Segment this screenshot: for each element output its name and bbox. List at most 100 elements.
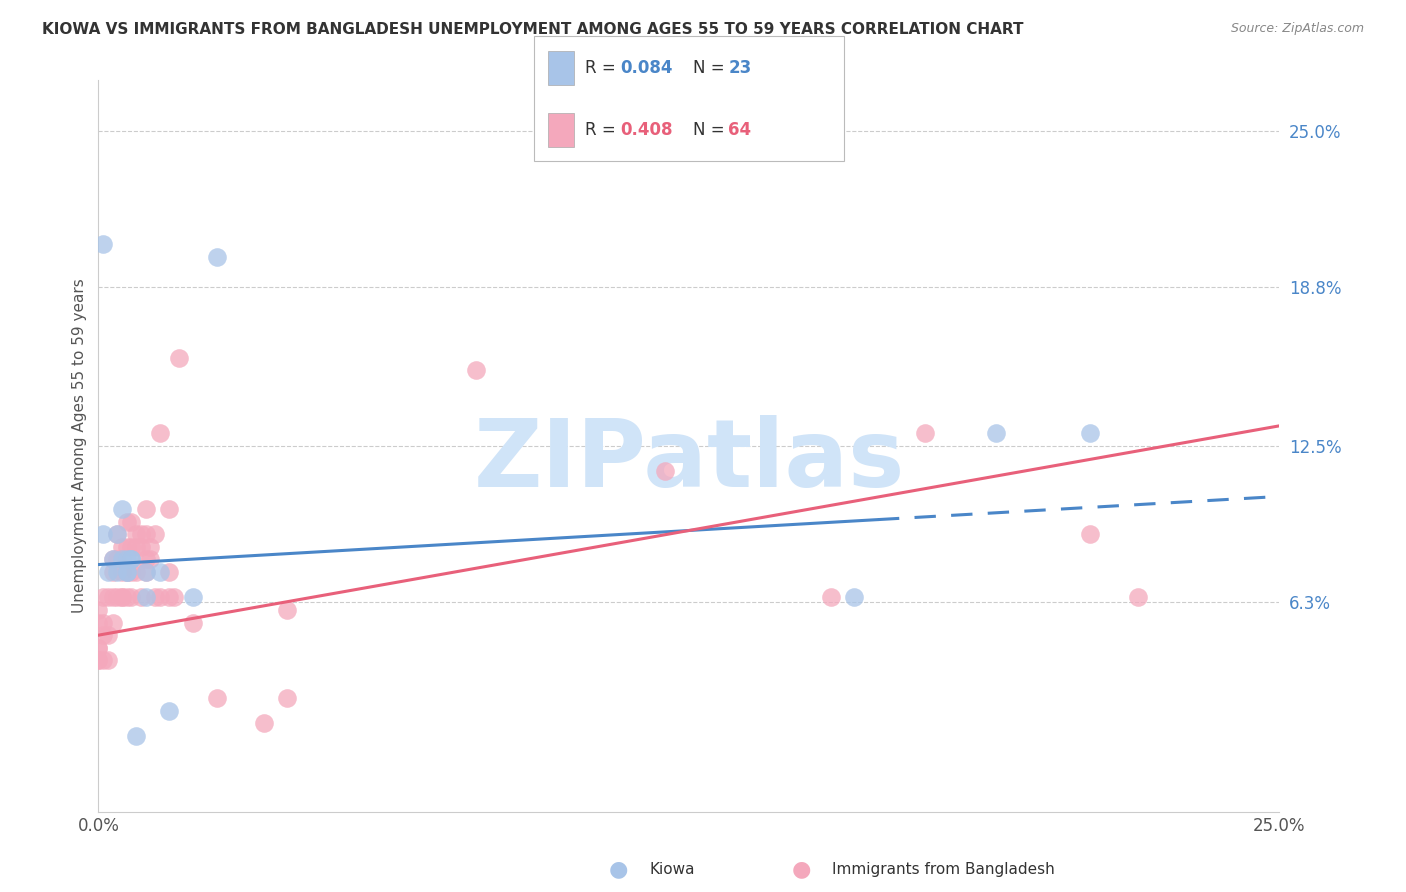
Point [111,502,134,516]
Point [105,552,128,566]
Text: Kiowa: Kiowa [650,863,695,877]
Point [135,527,157,541]
Point [157,565,180,579]
Point [914,426,936,441]
Y-axis label: Unemployment Among Ages 55 to 59 years: Unemployment Among Ages 55 to 59 years [72,278,87,614]
Point [111,552,134,566]
Point [105,591,128,605]
Point [654,464,676,478]
Text: Source: ZipAtlas.com: Source: ZipAtlas.com [1230,22,1364,36]
Point [91,628,114,642]
Point [205,250,228,264]
Point [115,565,138,579]
Point [97,591,120,605]
Point [844,591,866,605]
Point [97,653,120,667]
Point [1126,591,1149,605]
Point [111,591,134,605]
Point [101,591,124,605]
Text: Immigrants from Bangladesh: Immigrants from Bangladesh [832,863,1054,877]
Point [984,426,1007,441]
Point [149,426,172,441]
Point [87,603,110,617]
Point [276,691,298,706]
Text: ●: ● [609,860,628,880]
Point [157,502,180,516]
Text: 0.084: 0.084 [620,59,672,77]
Point [129,527,152,541]
Point [157,591,180,605]
Point [87,640,110,655]
Point [143,591,166,605]
Point [135,591,157,605]
Point [111,591,134,605]
Point [115,552,138,566]
Point [121,565,143,579]
Point [157,704,180,718]
Point [87,653,110,667]
Point [163,591,186,605]
Point [101,565,124,579]
Point [149,565,172,579]
Text: 0.408: 0.408 [620,121,672,139]
Point [1080,426,1102,441]
Point [121,515,143,529]
Point [167,351,190,365]
Point [87,640,110,655]
Point [91,237,114,252]
Point [111,565,134,579]
Point [135,552,157,566]
Point [101,615,124,630]
Point [129,540,152,554]
Point [125,527,148,541]
Point [125,540,148,554]
Point [135,502,157,516]
Point [105,527,128,541]
Point [91,591,114,605]
Text: R =: R = [585,121,621,139]
Point [181,591,204,605]
Point [91,615,114,630]
Point [143,527,166,541]
Point [91,527,114,541]
Point [129,591,152,605]
Point [205,691,228,706]
Point [87,653,110,667]
Point [135,565,157,579]
Point [115,591,138,605]
Point [276,603,298,617]
Point [115,515,138,529]
Point [149,591,172,605]
Point [465,363,488,377]
Point [125,729,148,743]
Point [115,565,138,579]
Text: ZIPatlas: ZIPatlas [474,415,904,507]
Point [135,565,157,579]
Point [111,540,134,554]
Text: 64: 64 [728,121,751,139]
Point [1080,527,1102,541]
Point [121,552,143,566]
Text: R =: R = [585,59,621,77]
Point [121,591,143,605]
Text: 23: 23 [728,59,752,77]
Point [253,716,276,731]
Point [820,591,842,605]
Text: N =: N = [693,59,730,77]
Point [115,540,138,554]
Point [121,552,143,566]
Text: ●: ● [792,860,811,880]
Point [97,628,120,642]
Point [101,552,124,566]
Point [125,565,148,579]
Point [87,615,110,630]
Point [97,565,120,579]
Point [139,540,162,554]
Point [101,552,124,566]
Point [105,565,128,579]
Point [181,615,204,630]
Text: KIOWA VS IMMIGRANTS FROM BANGLADESH UNEMPLOYMENT AMONG AGES 55 TO 59 YEARS CORRE: KIOWA VS IMMIGRANTS FROM BANGLADESH UNEM… [42,22,1024,37]
Point [115,565,138,579]
Text: N =: N = [693,121,730,139]
Point [91,653,114,667]
